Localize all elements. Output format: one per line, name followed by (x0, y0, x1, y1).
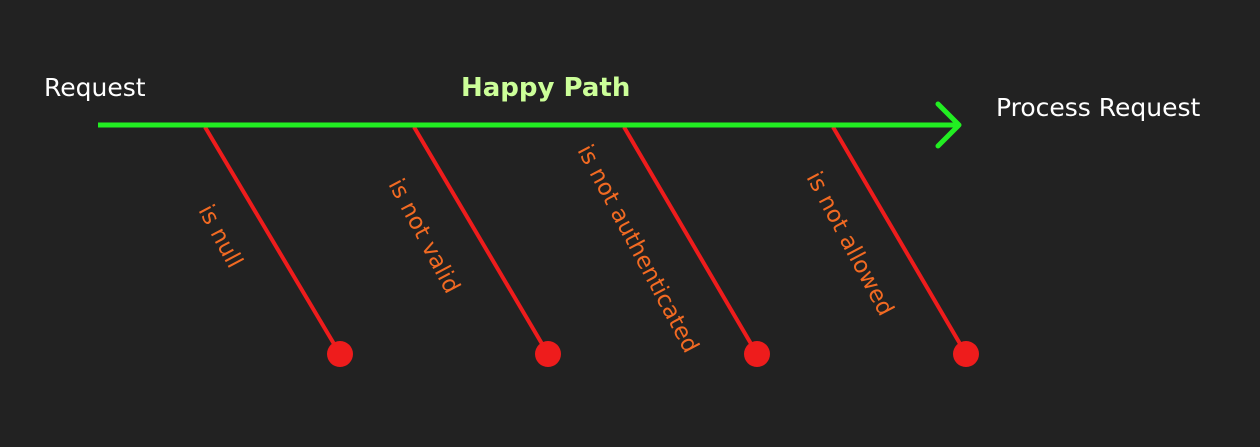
branch-end-dot (744, 341, 770, 367)
start-label: Request (44, 73, 146, 102)
branch-line (831, 125, 968, 356)
branch-end-dot (535, 341, 561, 367)
end-label: Process Request (996, 93, 1201, 122)
path-label: Happy Path (461, 73, 630, 103)
happy-path-arrow (98, 101, 962, 149)
branch-end-dot (327, 341, 353, 367)
arrow-head-icon (935, 101, 962, 149)
branch-line (203, 125, 342, 356)
branch-end-dot (953, 341, 979, 367)
branch-line (412, 125, 550, 356)
branch-line (622, 125, 759, 356)
